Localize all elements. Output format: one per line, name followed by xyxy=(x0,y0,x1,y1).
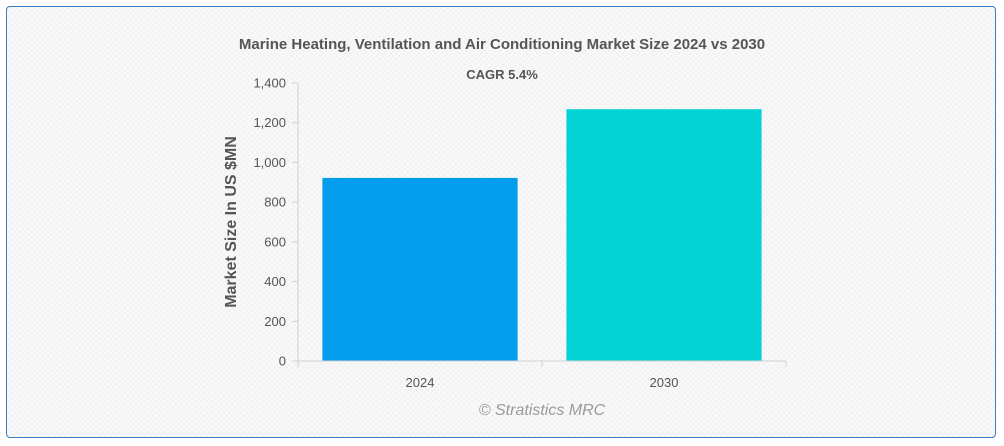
y-tick-label: 600 xyxy=(264,234,286,249)
watermark: © Stratistics MRC xyxy=(479,402,606,419)
chart-title: Marine Heating, Ventilation and Air Cond… xyxy=(239,36,765,53)
x-tick-label: 2030 xyxy=(650,375,679,390)
y-axis-label: Market Size In US $MN xyxy=(223,136,240,308)
y-tick-label: 400 xyxy=(264,274,286,289)
y-tick-label: 1,200 xyxy=(253,115,286,130)
chart-subtitle: CAGR 5.4% xyxy=(466,67,538,82)
y-tick-label: 1,000 xyxy=(253,155,286,170)
bar-2030 xyxy=(566,109,762,361)
bar-2024 xyxy=(322,177,518,361)
x-tick-label: 2024 xyxy=(406,375,435,390)
y-tick-label: 0 xyxy=(279,354,286,369)
y-axis: 0 200 400 600 800 1,000 1,200 1,400 xyxy=(253,76,298,369)
y-tick-label: 800 xyxy=(264,195,286,210)
x-axis: 2024 2030 xyxy=(297,361,787,390)
bars-group xyxy=(322,109,762,361)
y-tick-label: 200 xyxy=(264,314,286,329)
y-tick-label: 1,400 xyxy=(253,76,286,91)
